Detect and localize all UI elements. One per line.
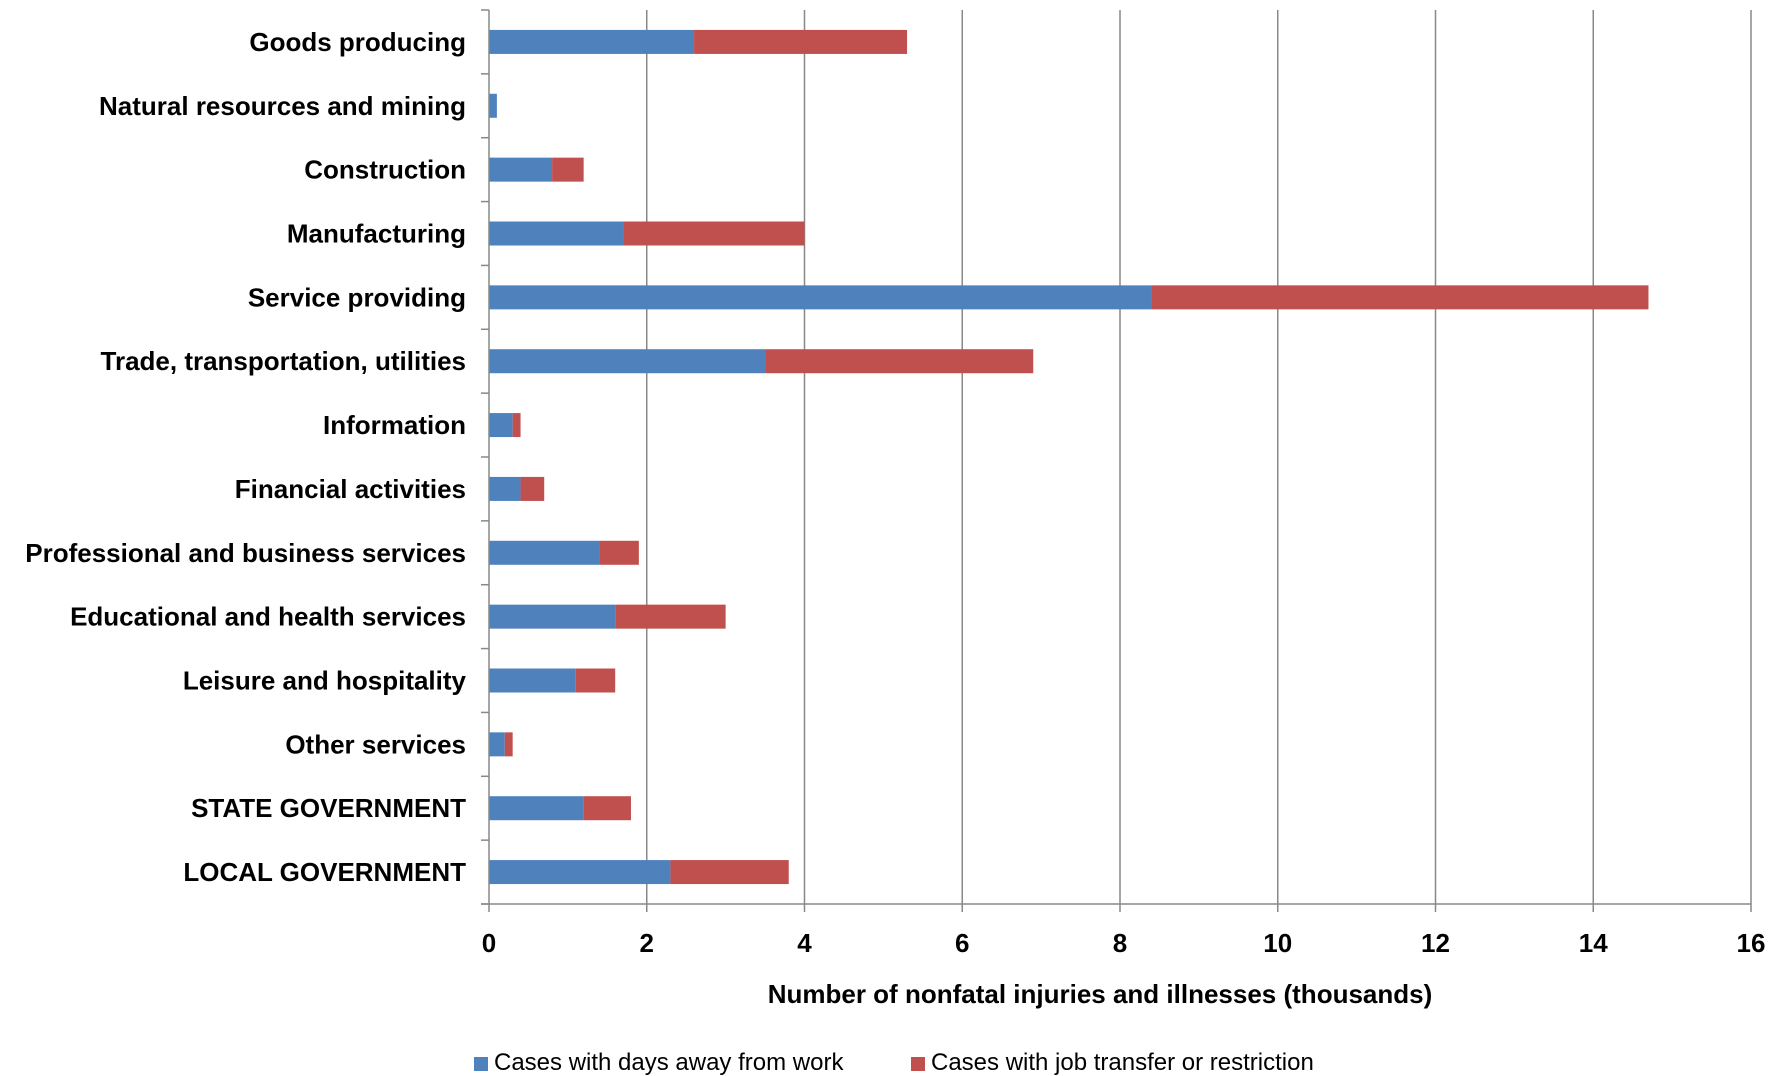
- legend-swatch-days-away: [474, 1057, 488, 1071]
- axes: [481, 9, 1752, 912]
- legend: Cases with days away from work Cases with…: [474, 1049, 1314, 1076]
- bar-job-transfer: [504, 732, 513, 757]
- x-tick-label: 14: [1579, 928, 1608, 958]
- bar-days-away: [489, 285, 1152, 310]
- bar-job-transfer: [512, 413, 521, 438]
- bar-job-transfer: [583, 796, 631, 821]
- x-axis-title: Number of nonfatal injuries and illnesse…: [768, 979, 1433, 1009]
- bar-days-away: [489, 860, 671, 885]
- category-label: Financial activities: [235, 474, 466, 504]
- category-label: Construction: [304, 155, 466, 185]
- category-label: Leisure and hospitality: [183, 666, 467, 696]
- x-tick-label: 12: [1421, 928, 1450, 958]
- bar-days-away: [489, 668, 576, 693]
- legend-label-days-away: Cases with days away from work: [494, 1049, 844, 1076]
- bar-days-away: [489, 540, 600, 565]
- bar-days-away: [489, 796, 584, 821]
- legend-label-job-transfer: Cases with job transfer or restriction: [931, 1049, 1314, 1076]
- category-label: Information: [323, 410, 466, 440]
- bar-job-transfer: [599, 540, 639, 565]
- x-tick-labels: 0 2 4 6 8 10 12 14 16: [482, 928, 1766, 958]
- bar-days-away: [489, 349, 766, 374]
- bar-days-away: [489, 413, 513, 438]
- x-tick-label: 0: [482, 928, 496, 958]
- category-label: Professional and business services: [25, 538, 466, 568]
- category-labels: Goods producing Natural resources and min…: [25, 27, 466, 887]
- category-label: Trade, transportation, utilities: [101, 346, 467, 376]
- bar-days-away: [489, 604, 616, 629]
- x-tick-label: 10: [1263, 928, 1292, 958]
- bar-job-transfer: [623, 221, 805, 246]
- category-label: Other services: [285, 729, 466, 759]
- category-label: STATE GOVERNMENT: [191, 793, 466, 823]
- legend-swatch-job-transfer: [911, 1057, 925, 1071]
- bar-job-transfer: [520, 476, 545, 501]
- bar-job-transfer: [694, 29, 908, 54]
- bar-days-away: [489, 221, 624, 246]
- bar-job-transfer: [615, 604, 726, 629]
- bar-days-away: [489, 157, 553, 182]
- category-label: Service providing: [248, 282, 466, 312]
- bar-job-transfer: [765, 349, 1034, 374]
- bars: [489, 29, 1649, 885]
- category-label: Manufacturing: [287, 219, 466, 249]
- x-tick-label: 4: [797, 928, 812, 958]
- bar-days-away: [489, 476, 521, 501]
- x-tick-label: 16: [1737, 928, 1766, 958]
- x-tick-label: 6: [955, 928, 969, 958]
- category-label: Educational and health services: [70, 602, 466, 632]
- bar-job-transfer: [575, 668, 616, 693]
- x-tick-label: 2: [640, 928, 654, 958]
- bar-job-transfer: [552, 157, 584, 182]
- bar-days-away: [489, 29, 695, 54]
- bar-days-away: [489, 93, 497, 118]
- bar-job-transfer: [1151, 285, 1649, 310]
- category-label: Natural resources and mining: [99, 91, 466, 121]
- x-tick-label: 8: [1113, 928, 1127, 958]
- bar-job-transfer: [670, 860, 789, 885]
- category-label: LOCAL GOVERNMENT: [183, 857, 466, 887]
- gridlines: [646, 10, 1752, 904]
- category-label: Goods producing: [249, 27, 466, 57]
- bar-days-away: [489, 732, 505, 757]
